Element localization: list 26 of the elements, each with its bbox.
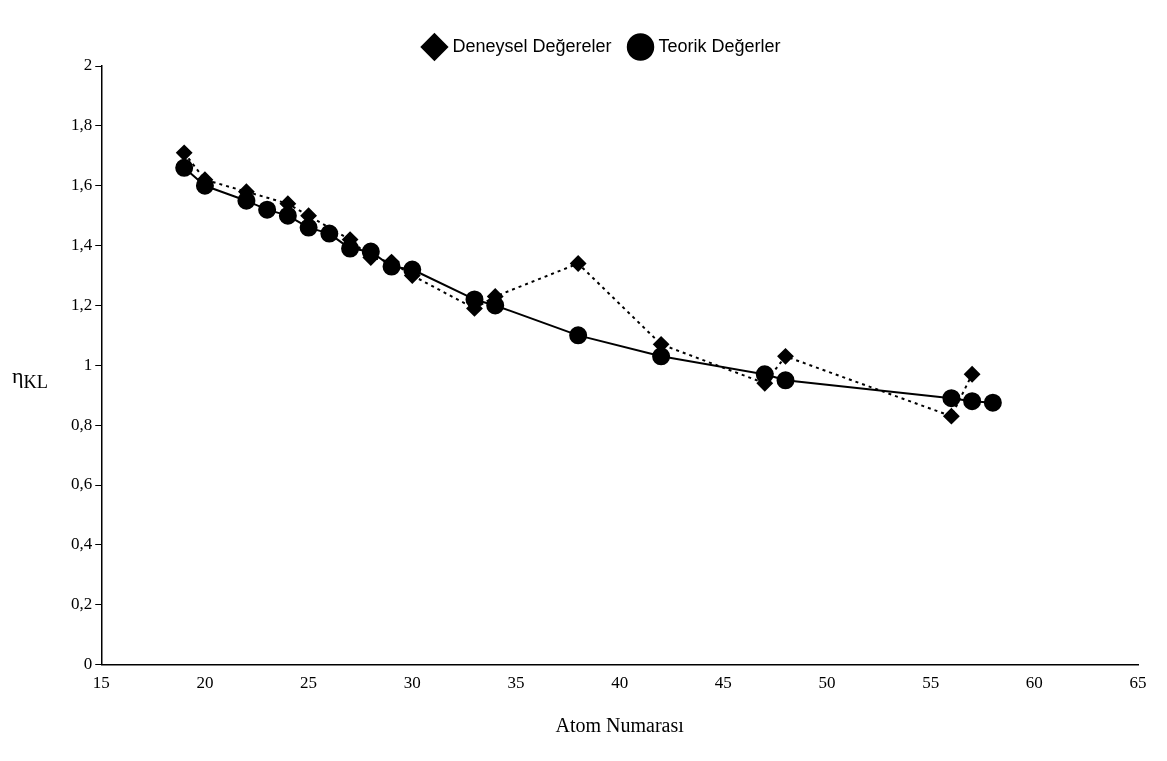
y-tick-label: 2 xyxy=(83,55,93,75)
x-tick-label: 60 xyxy=(1025,673,1043,693)
x-axis-title: Atom Numarası xyxy=(555,714,685,737)
y-tick-label: 1,4 xyxy=(71,235,93,255)
x-tick-label: 65 xyxy=(1129,673,1147,693)
y-tick-label: 0 xyxy=(83,654,93,674)
y-tick-label: 1 xyxy=(83,354,93,374)
y-tick-label: 0,6 xyxy=(71,474,93,494)
x-tick-label: 30 xyxy=(403,673,421,693)
y-tick-label: 1,6 xyxy=(71,175,93,195)
x-tick-label: 20 xyxy=(196,673,214,693)
x-tick-label: 25 xyxy=(300,673,318,693)
y-tick-label: 1,2 xyxy=(71,294,93,314)
x-tick-label: 35 xyxy=(507,673,525,693)
y-axis-title: η$_{KL}$ xyxy=(12,363,48,394)
y-tick-label: 1,8 xyxy=(71,115,93,135)
y-tick-label: 0,2 xyxy=(71,594,93,614)
x-tick-label: 50 xyxy=(818,673,836,693)
x-tick-label: 45 xyxy=(714,673,732,693)
x-tick-label: 55 xyxy=(922,673,940,693)
x-tick-label: 40 xyxy=(611,673,629,693)
x-tick-label: 15 xyxy=(92,673,110,693)
legend-label: Teorik Değerler xyxy=(658,35,781,56)
legend-label: Deneysel Değereler xyxy=(452,35,612,56)
y-tick-label: 0,4 xyxy=(71,534,93,554)
y-tick-label: 0,8 xyxy=(71,414,93,434)
